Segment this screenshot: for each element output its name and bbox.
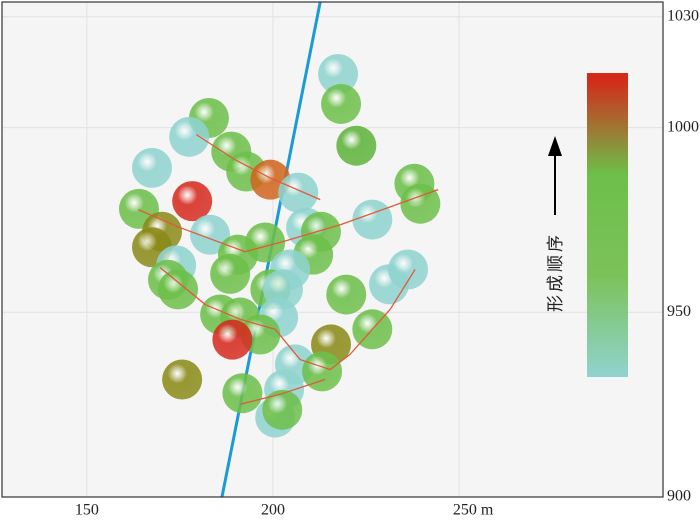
sphere bbox=[321, 83, 362, 124]
sphere bbox=[400, 183, 441, 224]
sphere bbox=[326, 274, 367, 315]
sphere bbox=[222, 373, 263, 414]
y-tick-label: 1000 bbox=[667, 118, 699, 135]
sphere bbox=[162, 359, 203, 400]
sphere bbox=[336, 125, 377, 166]
colorbar-arrowhead bbox=[548, 136, 562, 156]
trend-line bbox=[195, 134, 321, 201]
sphere bbox=[131, 147, 172, 188]
y-tick-label: 1030 bbox=[667, 7, 699, 24]
y-tick-label: 950 bbox=[667, 303, 691, 320]
sphere bbox=[158, 269, 199, 310]
y-tick-label: 900 bbox=[667, 488, 691, 505]
sphere bbox=[262, 389, 303, 430]
sphere bbox=[169, 116, 210, 157]
axes: 150 200 250 m 900 950 1000 1030 bbox=[75, 7, 699, 518]
trend-line bbox=[159, 267, 416, 371]
marks bbox=[118, 2, 441, 497]
x-tick-label: 150 bbox=[75, 502, 99, 519]
plot-frame bbox=[1, 1, 664, 498]
sphere bbox=[212, 319, 253, 360]
sphere bbox=[302, 351, 343, 392]
sphere bbox=[318, 54, 359, 95]
sphere bbox=[190, 214, 231, 255]
sphere bbox=[172, 181, 213, 222]
x-tick-label: 200 bbox=[261, 502, 285, 519]
trend-line bbox=[240, 378, 326, 405]
sphere bbox=[210, 253, 251, 294]
colorbar: 形成顺序 bbox=[546, 73, 628, 377]
sphere bbox=[352, 199, 393, 240]
sphere bbox=[278, 172, 319, 213]
colorbar-label: 形成顺序 bbox=[546, 232, 566, 312]
colorbar-bar bbox=[587, 73, 628, 377]
x-tick-label: 250 m bbox=[453, 502, 494, 519]
sphere bbox=[388, 249, 429, 290]
trend-line bbox=[137, 189, 439, 253]
